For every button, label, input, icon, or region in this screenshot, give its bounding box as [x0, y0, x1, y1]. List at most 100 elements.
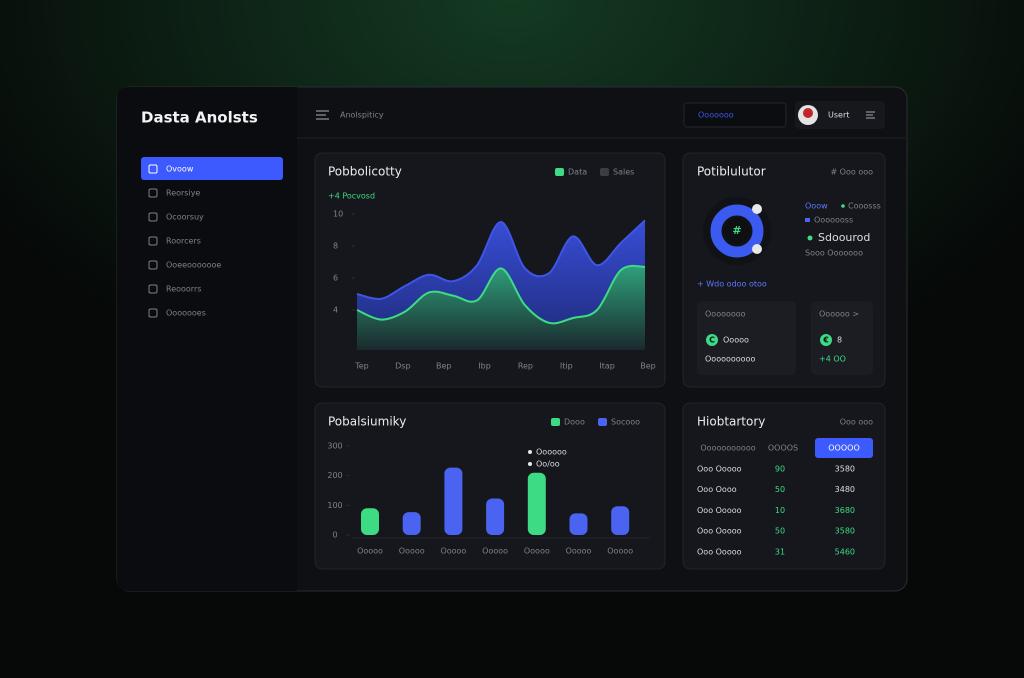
bar[interactable] — [611, 506, 630, 535]
row-value: 31 — [775, 547, 785, 556]
tooltip-dot — [528, 462, 532, 466]
tooltip-text: Oo/oo — [536, 460, 560, 469]
panel-title: Pobalsiumiky — [328, 415, 406, 429]
nav-item[interactable]: Ooooooes — [166, 309, 206, 318]
x-tick-label: Bep — [436, 362, 452, 371]
legend-dot — [805, 218, 810, 222]
x-tick-label: Bep — [640, 362, 656, 371]
legend-label[interactable]: Data — [568, 168, 587, 177]
legend-item: Cooosss — [848, 202, 881, 211]
card-name: Ooooo — [723, 336, 749, 345]
link[interactable]: + Wdo odoo otoo — [697, 280, 767, 289]
legend-swatch[interactable] — [555, 168, 564, 176]
x-tick-label: Itap — [599, 362, 614, 371]
x-tick-label: Ooooo — [607, 547, 633, 556]
legend-swatch[interactable] — [600, 168, 609, 176]
x-tick-label: Tep — [354, 362, 369, 371]
nav-item[interactable]: Ooeeooooooe — [166, 261, 221, 270]
legend-swatch[interactable] — [551, 418, 560, 426]
area-fill — [357, 265, 645, 350]
bar[interactable] — [402, 512, 421, 535]
donut-badge — [752, 244, 762, 254]
mini-card — [697, 301, 796, 375]
donut-center: # — [732, 224, 741, 237]
bar[interactable] — [361, 508, 379, 535]
row-amount: 3680 — [835, 506, 855, 515]
legend-label[interactable]: Socooo — [611, 418, 640, 427]
nav-item[interactable]: Reooorrs — [166, 285, 201, 294]
tab-active[interactable] — [815, 438, 873, 458]
mini-card — [811, 301, 873, 375]
tab[interactable]: OOOOS — [768, 444, 798, 453]
note: Sooo Ooooooo — [805, 249, 863, 258]
nav-icon — [148, 308, 158, 318]
highlight: Sdoourod — [818, 231, 870, 244]
sidebar — [117, 87, 297, 591]
y-tick-label: 8 — [333, 242, 338, 251]
panel-title: Potiblulutor — [697, 165, 766, 179]
legend-label[interactable]: Dooo — [564, 418, 585, 427]
bar[interactable] — [444, 467, 463, 535]
search-text: Ooooooo — [698, 111, 734, 120]
nav-item[interactable]: Ovoow — [166, 165, 194, 174]
tab[interactable]: Ooooooooooo — [700, 444, 755, 453]
user-menu-icon[interactable] — [866, 111, 875, 119]
card-label: Oooooo > — [819, 310, 859, 319]
menu-icon[interactable] — [316, 110, 329, 120]
x-tick-label: Ibp — [478, 362, 491, 371]
y-tick-label: 100 — [327, 501, 342, 510]
row-amount: 3580 — [835, 465, 855, 474]
nav-icon — [148, 260, 158, 270]
legend-dot — [841, 204, 845, 208]
row-value: 90 — [775, 465, 785, 474]
nav-item[interactable]: Ocoorsuy — [166, 213, 204, 222]
row-amount: 3580 — [835, 527, 855, 536]
nav-icon — [148, 164, 158, 174]
tooltip-dot — [528, 450, 532, 454]
avatar-figure — [803, 108, 813, 118]
legend-swatch[interactable] — [598, 418, 607, 426]
nav-icon — [148, 212, 158, 222]
card-icon: € — [822, 336, 829, 345]
x-tick-label: Ooooo — [357, 547, 383, 556]
row-value: 10 — [775, 506, 785, 515]
x-tick-label: Itip — [560, 362, 573, 371]
bar[interactable] — [527, 472, 546, 535]
donut-hole — [724, 218, 750, 244]
panel-title: Pobbolicotty — [328, 165, 402, 179]
bar[interactable] — [486, 498, 505, 535]
legend-dot — [807, 235, 813, 241]
y-tick-label: 10 — [333, 210, 343, 219]
row-label: Ooo Oooo — [697, 485, 737, 494]
card-icon-bg — [820, 334, 832, 346]
y-tick-label: 4 — [333, 306, 338, 315]
card-label: Oooooooo — [705, 310, 746, 319]
bar[interactable] — [569, 513, 588, 535]
user-box[interactable] — [795, 101, 885, 129]
nav-item[interactable]: Roorcers — [166, 237, 201, 246]
legend-label[interactable]: Sales — [613, 168, 634, 177]
row-label: Ooo Ooooo — [697, 527, 742, 536]
nav-icon — [148, 284, 158, 294]
area-line — [356, 219, 646, 301]
tab[interactable]: OOOOO — [828, 444, 859, 453]
donut-ring — [710, 204, 764, 258]
row-label: Ooo Ooooo — [697, 506, 742, 515]
search-box[interactable] — [683, 102, 787, 128]
row-label: Ooo Ooooo — [697, 465, 742, 474]
nav-item[interactable]: Reorsiye — [166, 189, 200, 198]
donut-badge — [752, 204, 762, 214]
nav-active[interactable] — [141, 157, 283, 180]
panel-menu[interactable]: Ooo ooo — [840, 418, 873, 427]
panel-title: Hiobtartory — [697, 415, 765, 429]
panel-subtitle: +4 Pocvosd — [328, 192, 375, 201]
x-tick-label: Ooooo — [524, 547, 550, 556]
y-tick-label: 0 — [332, 531, 337, 540]
nav-icon — [148, 236, 158, 246]
row-amount: 3480 — [835, 485, 855, 494]
y-tick-label: 300 — [327, 442, 342, 451]
user-name: Usert — [828, 111, 849, 120]
card-sub: +4 OO — [819, 355, 846, 364]
panel-menu[interactable]: # Ooo ooo — [830, 168, 873, 177]
